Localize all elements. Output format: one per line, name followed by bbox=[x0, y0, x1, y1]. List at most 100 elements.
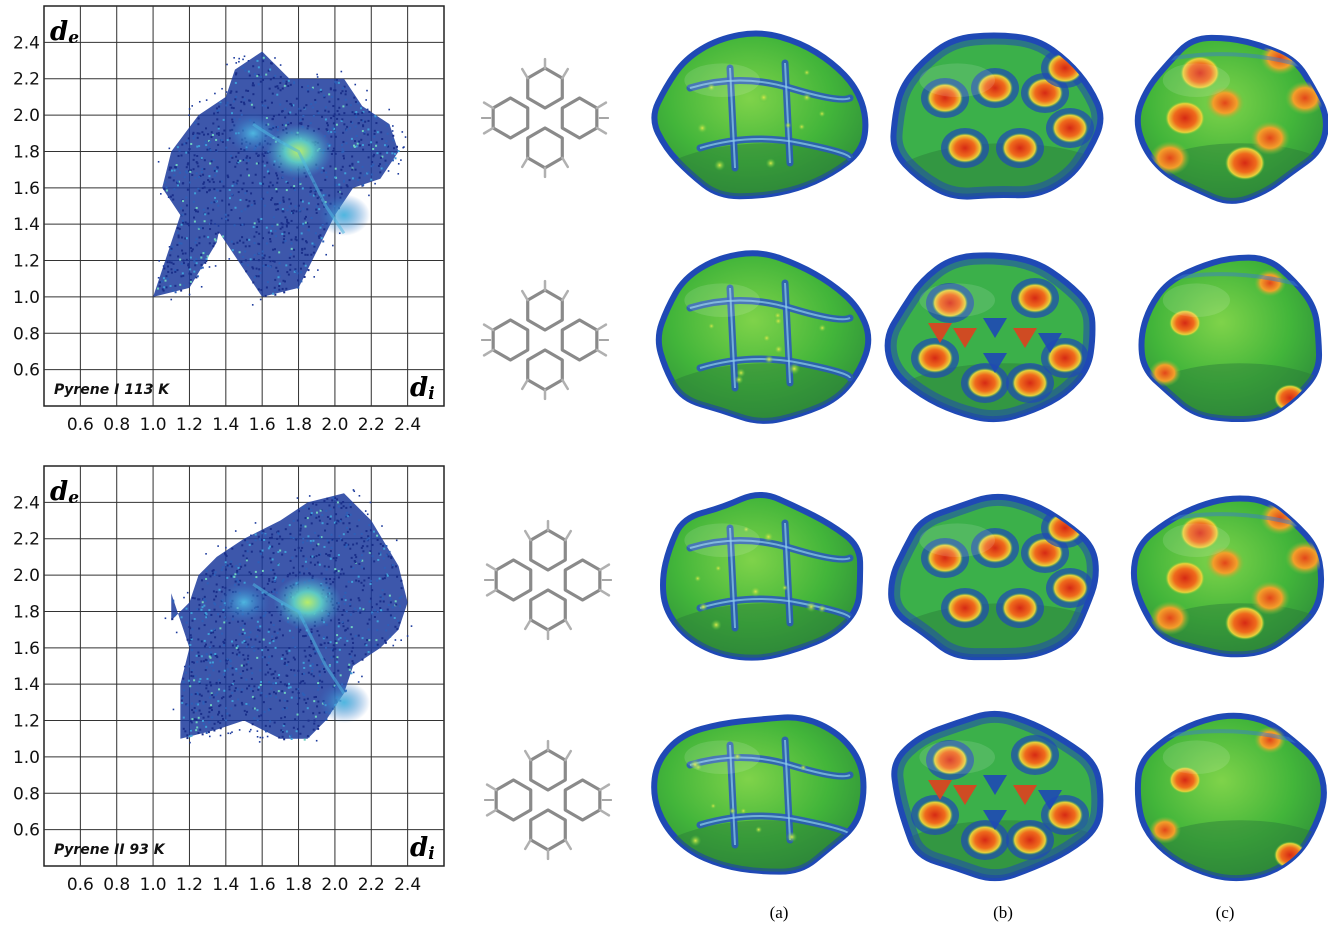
scatter-point bbox=[204, 645, 206, 647]
scatter-point bbox=[213, 242, 215, 244]
scatter-point bbox=[385, 629, 387, 631]
scatter-point bbox=[205, 701, 207, 703]
scatter-point bbox=[209, 181, 211, 183]
scatter-point bbox=[313, 244, 315, 246]
scatter-point bbox=[335, 153, 337, 155]
y-tick-label: 0.6 bbox=[13, 821, 40, 841]
scatter-point bbox=[263, 155, 265, 157]
scatter-point bbox=[219, 646, 221, 648]
scatter-point bbox=[280, 89, 282, 91]
scatter-point bbox=[204, 640, 206, 642]
scatter-point bbox=[215, 200, 217, 202]
scatter-point bbox=[391, 566, 393, 568]
scatter-point bbox=[292, 212, 294, 214]
scatter-point bbox=[197, 188, 199, 190]
scatter-point bbox=[217, 232, 219, 234]
scatter-point bbox=[201, 640, 203, 642]
scatter-point bbox=[255, 231, 257, 233]
scatter-point bbox=[202, 588, 204, 590]
scatter-point bbox=[335, 82, 337, 84]
density-hotspot bbox=[318, 194, 370, 236]
scatter-point bbox=[231, 241, 233, 243]
scatter-point bbox=[285, 650, 287, 652]
scatter-point bbox=[186, 622, 188, 624]
scatter-point bbox=[313, 276, 315, 278]
scatter-point bbox=[264, 534, 266, 536]
scatter-point bbox=[273, 577, 275, 579]
scatter-point bbox=[211, 136, 213, 138]
scatter-point bbox=[340, 169, 342, 171]
scatter-point bbox=[299, 530, 301, 532]
scatter-point bbox=[188, 137, 190, 139]
scatter-point bbox=[225, 218, 227, 220]
scatter-point bbox=[293, 187, 295, 189]
scatter-point bbox=[201, 695, 203, 697]
scatter-point bbox=[273, 624, 275, 626]
scatter-point bbox=[244, 251, 246, 253]
scatter-point bbox=[282, 731, 284, 733]
scatter-point bbox=[279, 82, 281, 84]
scatter-point bbox=[332, 245, 334, 247]
scatter-point bbox=[340, 674, 342, 676]
scatter-point bbox=[240, 627, 242, 629]
scatter-point bbox=[298, 510, 300, 512]
panel-label-a: (a) bbox=[770, 903, 789, 922]
scatter-point bbox=[339, 649, 341, 651]
scatter-point bbox=[166, 190, 168, 192]
scatter-point bbox=[338, 107, 340, 109]
scatter-point bbox=[190, 279, 192, 281]
scatter-point bbox=[251, 543, 253, 545]
scatter-point bbox=[280, 76, 282, 78]
scatter-point bbox=[218, 134, 220, 136]
scatter-point bbox=[279, 104, 281, 106]
scatter-point bbox=[370, 550, 372, 552]
scatter-point bbox=[195, 210, 197, 212]
scatter-point bbox=[225, 547, 227, 549]
scatter-point bbox=[227, 214, 229, 216]
scatter-point bbox=[334, 131, 336, 133]
scatter-point bbox=[342, 621, 344, 623]
scatter-point bbox=[314, 99, 316, 101]
scatter-point bbox=[383, 548, 385, 550]
scatter-point bbox=[269, 69, 271, 71]
scatter-point bbox=[254, 242, 256, 244]
scatter-point bbox=[215, 694, 217, 696]
scatter-point bbox=[227, 564, 229, 566]
scatter-point bbox=[341, 144, 343, 146]
scatter-point bbox=[302, 225, 304, 227]
y-tick-label: 2.0 bbox=[13, 566, 40, 586]
scatter-point bbox=[244, 632, 246, 634]
scatter-point bbox=[335, 168, 337, 170]
scatter-point bbox=[278, 737, 280, 739]
scatter-point bbox=[205, 573, 207, 575]
scatter-point bbox=[211, 709, 213, 711]
scatter-point bbox=[284, 692, 286, 694]
scatter-point bbox=[330, 88, 332, 90]
scatter-point bbox=[230, 90, 232, 92]
x-tick-label: 2.4 bbox=[394, 875, 421, 895]
scatter-point bbox=[268, 631, 270, 633]
scatter-point bbox=[237, 573, 239, 575]
scatter-point bbox=[222, 696, 224, 698]
scatter-point bbox=[250, 535, 252, 537]
scatter-point bbox=[334, 176, 336, 178]
scatter-point bbox=[288, 80, 290, 82]
scatter-point bbox=[280, 717, 282, 719]
scatter-point bbox=[202, 174, 204, 176]
y-tick-labels: 0.60.81.01.21.41.61.82.02.22.4 bbox=[13, 493, 40, 840]
scatter-point bbox=[191, 174, 193, 176]
scatter-point bbox=[330, 136, 332, 138]
scatter-point bbox=[179, 284, 181, 286]
scatter-point bbox=[356, 145, 358, 147]
scatter-point bbox=[313, 115, 315, 117]
scatter-point bbox=[371, 606, 373, 608]
scatter-point bbox=[308, 508, 310, 510]
scatter-point bbox=[270, 622, 272, 624]
hirshfeld-surface bbox=[651, 495, 889, 687]
scatter-point bbox=[386, 554, 388, 556]
scatter-point bbox=[377, 620, 379, 622]
scatter-point bbox=[277, 677, 279, 679]
scatter-point bbox=[291, 248, 293, 250]
scatter-point bbox=[182, 253, 184, 255]
scatter-point bbox=[271, 636, 273, 638]
